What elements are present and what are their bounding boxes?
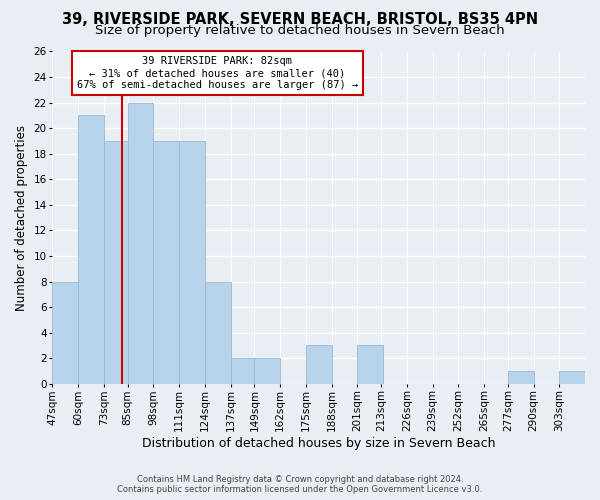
Bar (254, 358, 280, 384)
Text: Contains HM Land Registry data © Crown copyright and database right 2024.
Contai: Contains HM Land Registry data © Crown c… (118, 474, 482, 494)
Text: Size of property relative to detached houses in Severn Beach: Size of property relative to detached ho… (95, 24, 505, 37)
Bar (508, 371, 533, 384)
Bar (205, 282, 230, 384)
Bar (154, 141, 179, 384)
X-axis label: Distribution of detached houses by size in Severn Beach: Distribution of detached houses by size … (142, 437, 496, 450)
Bar (230, 358, 256, 384)
Bar (559, 371, 585, 384)
Y-axis label: Number of detached properties: Number of detached properties (15, 124, 28, 310)
Text: 39 RIVERSIDE PARK: 82sqm
← 31% of detached houses are smaller (40)
67% of semi-d: 39 RIVERSIDE PARK: 82sqm ← 31% of detach… (77, 56, 358, 90)
Bar (128, 102, 154, 384)
Bar (78, 116, 104, 384)
Text: 39, RIVERSIDE PARK, SEVERN BEACH, BRISTOL, BS35 4PN: 39, RIVERSIDE PARK, SEVERN BEACH, BRISTO… (62, 12, 538, 28)
Bar (104, 141, 130, 384)
Bar (306, 346, 332, 384)
Bar (357, 346, 383, 384)
Bar (52, 282, 78, 384)
Bar (179, 141, 205, 384)
